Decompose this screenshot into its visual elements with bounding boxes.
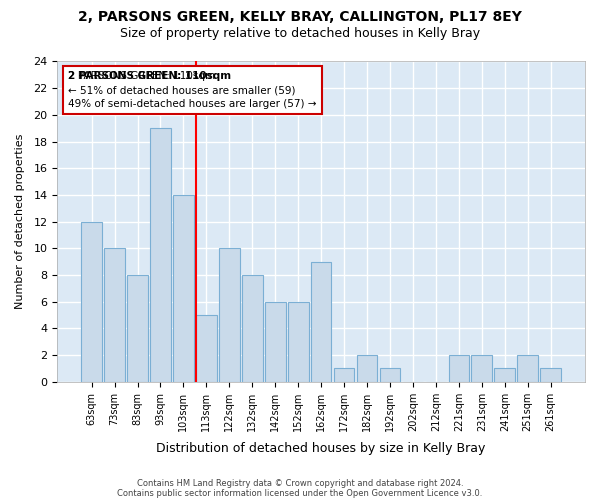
Bar (265, 302, 286, 382)
Bar (472, 355, 492, 382)
Bar (173, 195, 194, 382)
Bar (494, 368, 515, 382)
Bar (449, 355, 469, 382)
Bar (150, 128, 171, 382)
Text: 2 PARSONS GREEN: 110sqm: 2 PARSONS GREEN: 110sqm (68, 71, 231, 95)
Bar (541, 368, 561, 382)
Bar (196, 315, 217, 382)
Text: Size of property relative to detached houses in Kelly Bray: Size of property relative to detached ho… (120, 28, 480, 40)
Text: 2 PARSONS GREEN: 110sqm
← 51% of detached houses are smaller (59)
49% of semi-de: 2 PARSONS GREEN: 110sqm ← 51% of detache… (68, 71, 316, 109)
Bar (242, 275, 263, 382)
Bar (288, 302, 308, 382)
Bar (104, 248, 125, 382)
Bar (81, 222, 102, 382)
Text: 2, PARSONS GREEN, KELLY BRAY, CALLINGTON, PL17 8EY: 2, PARSONS GREEN, KELLY BRAY, CALLINGTON… (78, 10, 522, 24)
Bar (517, 355, 538, 382)
Text: Contains HM Land Registry data © Crown copyright and database right 2024.: Contains HM Land Registry data © Crown c… (137, 478, 463, 488)
Bar (127, 275, 148, 382)
Y-axis label: Number of detached properties: Number of detached properties (15, 134, 25, 310)
Bar (357, 355, 377, 382)
X-axis label: Distribution of detached houses by size in Kelly Bray: Distribution of detached houses by size … (157, 442, 486, 455)
Bar (219, 248, 239, 382)
Bar (380, 368, 400, 382)
Text: Contains public sector information licensed under the Open Government Licence v3: Contains public sector information licen… (118, 488, 482, 498)
Bar (311, 262, 331, 382)
Bar (334, 368, 355, 382)
